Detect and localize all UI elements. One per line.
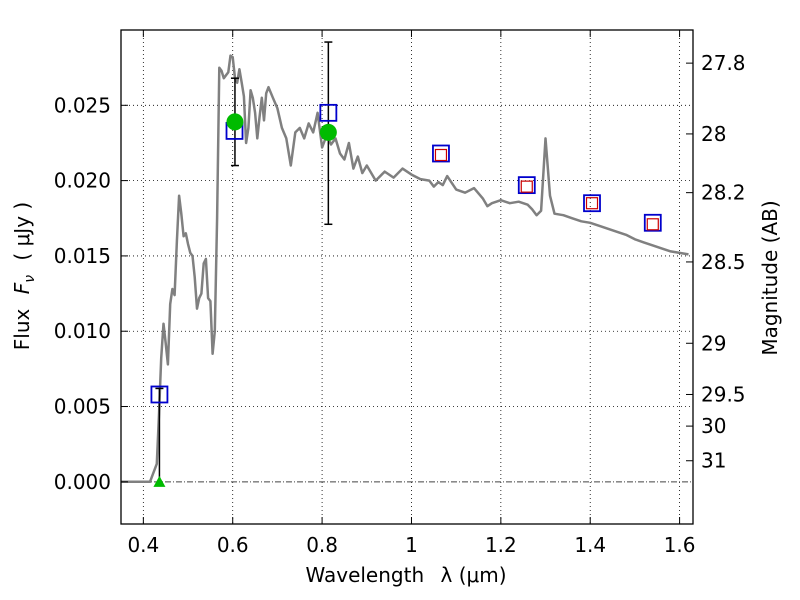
upper-limit-marker	[153, 475, 166, 487]
model-flux-box	[643, 213, 662, 232]
y-axis-label: Flux Fν ( μJy )	[10, 202, 39, 350]
y2-tick-label: 30	[701, 414, 726, 438]
x-axis-label: Wavelength λ (μm)	[305, 563, 506, 587]
y2-tick-label: 31	[701, 449, 726, 473]
x-axis-label-main: Wavelength	[305, 563, 424, 587]
y2-tick-label: 28.5	[701, 250, 746, 274]
model-flux-box	[319, 103, 338, 122]
y-axis-label-unit: ( μJy )	[10, 202, 34, 261]
marker-layer	[150, 41, 662, 487]
x-tick-label: 1.4	[574, 533, 606, 557]
x-axis-label-symbol: λ (μm)	[441, 563, 507, 587]
observed-flux-box	[585, 197, 599, 210]
model-flux-box	[583, 194, 601, 213]
observed-flux-box	[646, 218, 659, 231]
y2-tick-label: 28.2	[701, 181, 746, 205]
spectrum-line	[121, 54, 689, 484]
y2-ticks: 27.8 28 28.2 28.5 29 29.5 30 31	[686, 51, 746, 473]
y-tick-label: 0.015	[54, 244, 111, 268]
observed-flux-box	[434, 148, 448, 162]
y-ticks: 0.000 0.005 0.010 0.015 0.020 0.025	[54, 93, 128, 494]
y2-tick-label: 27.8	[701, 51, 746, 75]
plot-frame	[120, 29, 694, 525]
x-tick-label: 0.4	[127, 533, 159, 557]
x-tick-label: 1.2	[485, 533, 517, 557]
model-flux-box	[517, 176, 536, 195]
y-tick-label: 0.005	[54, 395, 111, 419]
y2-tick-label: 29	[701, 331, 726, 355]
x-ticks: 0.4 0.6 0.8 1 1.2 1.4 1.6	[127, 30, 696, 557]
model-flux-box	[150, 385, 169, 404]
y-tick-label: 0.020	[54, 169, 111, 193]
y-tick-label: 0.025	[54, 93, 111, 117]
detection-point	[226, 113, 244, 131]
x-tick-label: 1.6	[664, 533, 696, 557]
y2-tick-label: 29.5	[701, 382, 746, 406]
y-tick-label: 0.000	[54, 470, 111, 494]
y2-axis-label: Magnitude (AB)	[758, 200, 782, 355]
y-axis-label-subscript: ν	[22, 275, 38, 283]
detection-point	[319, 123, 337, 141]
y-axis-label-symbol: F	[10, 282, 34, 294]
x-tick-label: 0.8	[306, 533, 338, 557]
spectrum-layer	[121, 54, 689, 484]
model-flux-box	[432, 144, 450, 163]
y2-tick-label: 28	[701, 122, 726, 146]
x-tick-label: 0.6	[217, 533, 249, 557]
grid	[121, 30, 693, 524]
observed-flux-box	[520, 180, 533, 193]
y-axis-label-main: Flux	[10, 308, 34, 350]
y-tick-label: 0.010	[54, 319, 111, 343]
x-tick-label: 1	[405, 533, 418, 557]
